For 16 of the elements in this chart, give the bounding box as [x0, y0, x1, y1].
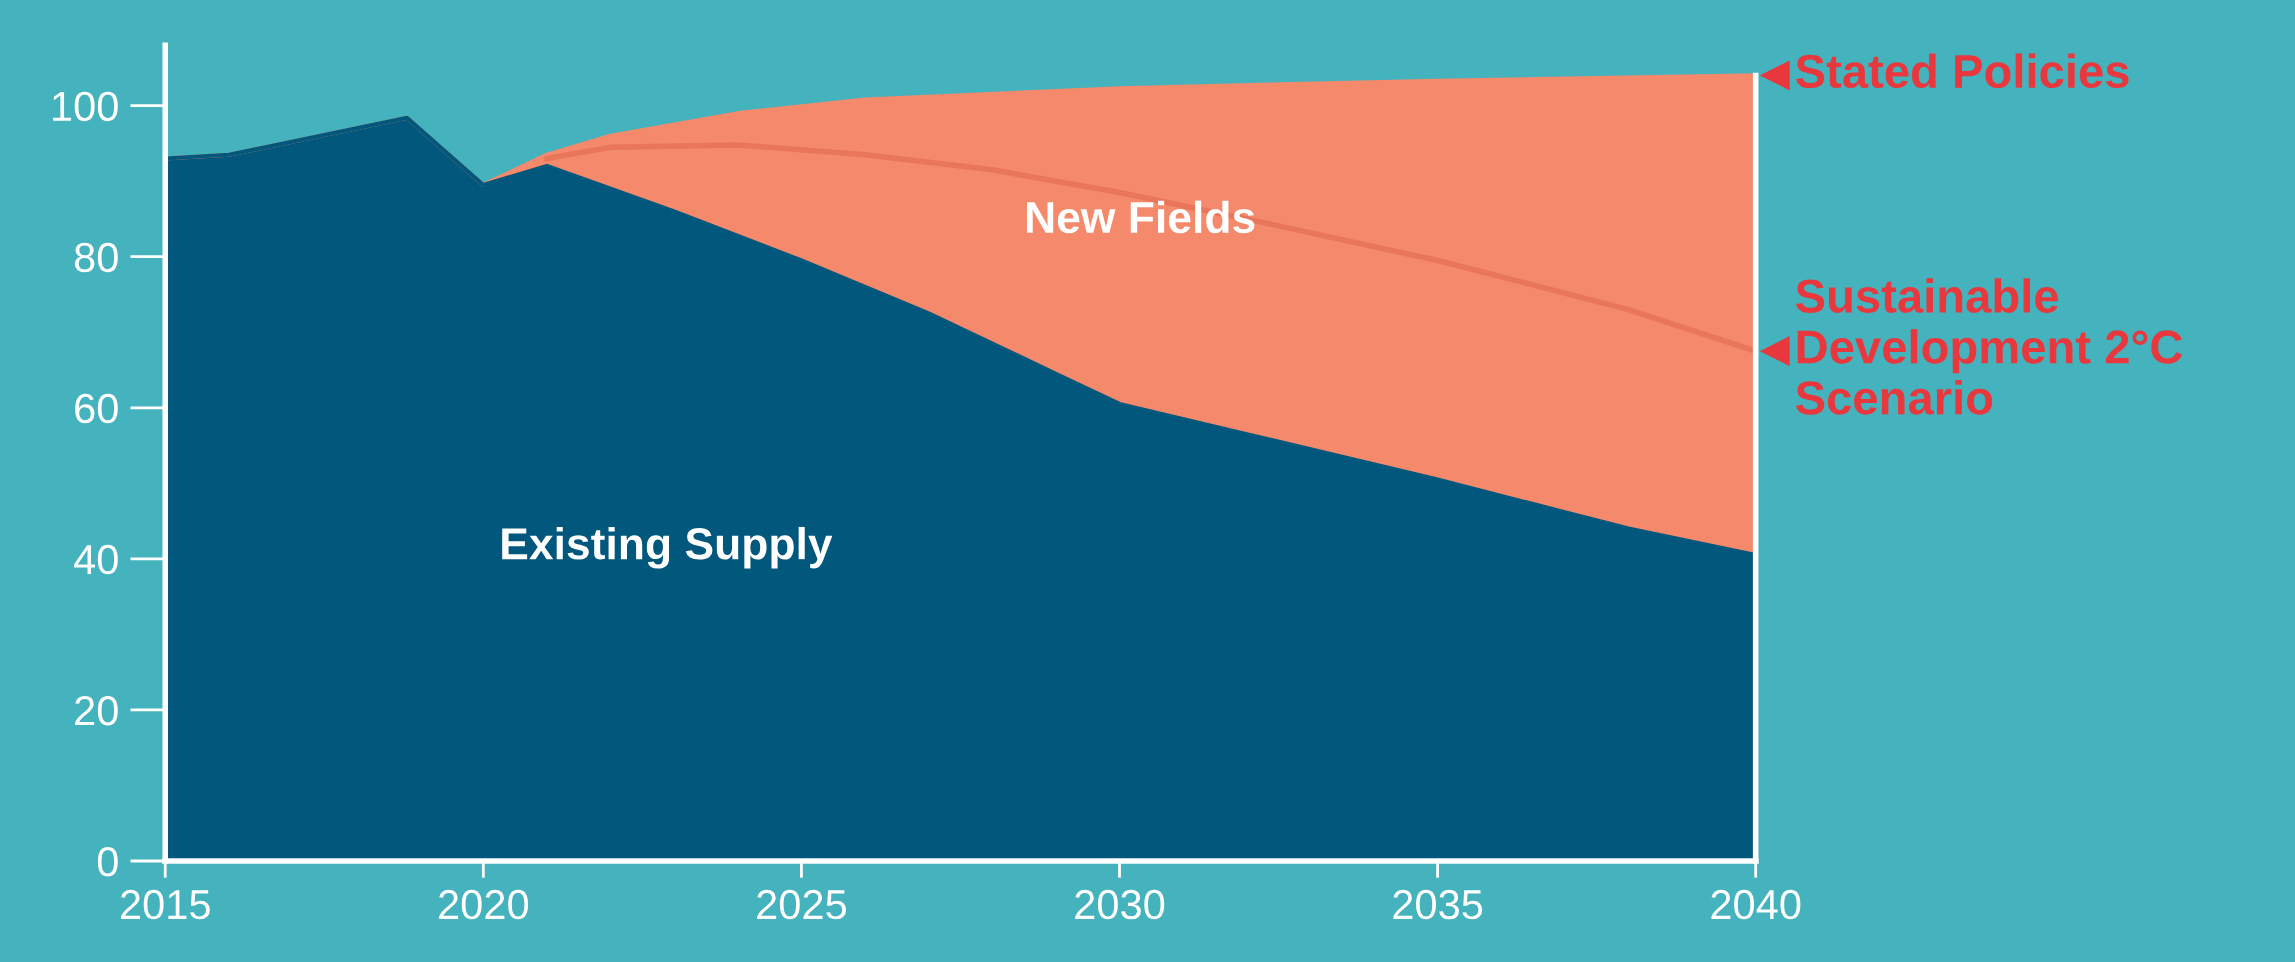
x-tick-label: 2035 [1393, 889, 1483, 920]
y-tick-label: 100 [53, 91, 118, 122]
x-tick-label: 2015 [121, 889, 210, 920]
series-label: Stated Policies [1795, 53, 2129, 89]
x-tick-label: 2020 [439, 889, 529, 920]
x-tick-label: 2025 [757, 889, 847, 920]
y-tick-label: 80 [74, 242, 118, 273]
annotation: Existing Supply [502, 526, 833, 569]
x-tick-label: 2030 [1075, 889, 1165, 920]
y-tick-label: 40 [74, 544, 118, 575]
series-label: Sustainable Development 2°C Scenario [1795, 278, 2183, 415]
y-tick-label: 60 [75, 393, 118, 424]
x-tick-label: 2040 [1711, 889, 1801, 920]
y-tick-label: 20 [75, 695, 118, 726]
y-tick-label: 0 [97, 846, 118, 877]
annotation: New Fields [1027, 200, 1255, 234]
